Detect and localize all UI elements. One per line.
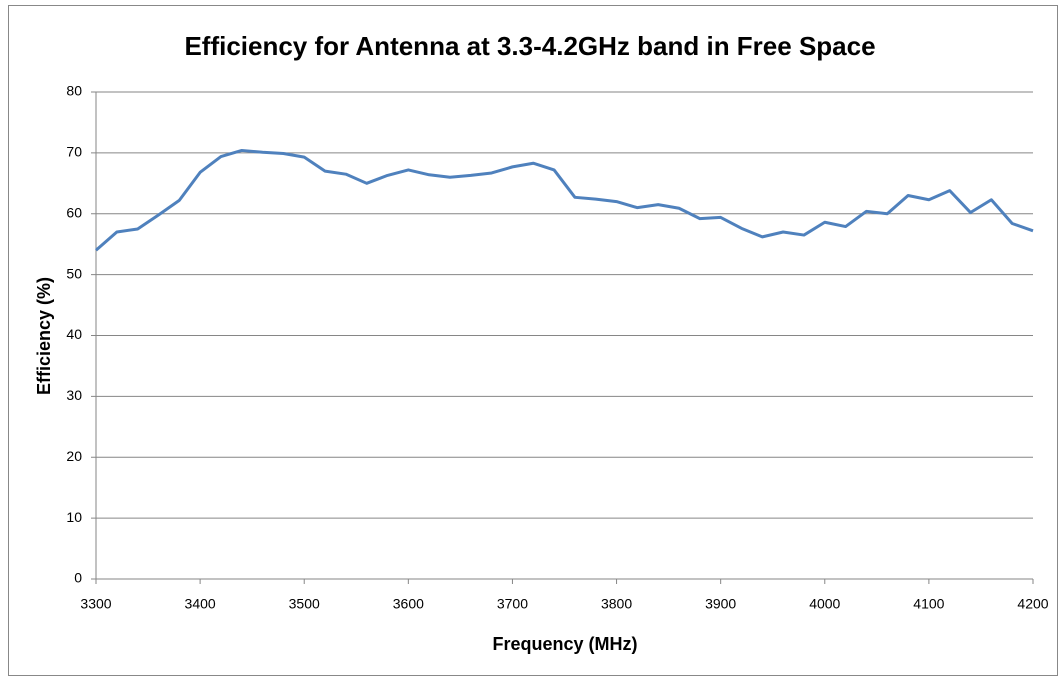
x-tick-label: 3900	[705, 596, 736, 612]
y-tick-label: 0	[74, 570, 82, 586]
chart-title: Efficiency for Antenna at 3.3-4.2GHz ban…	[184, 31, 875, 61]
x-tick-label: 3800	[601, 596, 632, 612]
x-tick-label: 4100	[913, 596, 944, 612]
x-tick-label: 3500	[289, 596, 320, 612]
x-tick-label: 3600	[393, 596, 424, 612]
y-tick-label: 40	[66, 326, 82, 342]
y-tick-label: 20	[66, 448, 82, 464]
x-axis-title: Frequency (MHz)	[492, 634, 637, 654]
y-tick-label: 10	[66, 509, 82, 525]
data-line	[95, 148, 1034, 252]
y-tick-label: 60	[66, 204, 82, 220]
x-tick-label: 4000	[809, 596, 840, 612]
chart-frame	[8, 5, 1058, 676]
y-tick-label: 30	[66, 387, 82, 403]
x-tick-label: 3700	[497, 596, 528, 612]
x-tick-label: 4200	[1017, 596, 1048, 612]
y-axis-title: Efficiency (%)	[34, 277, 54, 395]
y-tick-label: 50	[66, 265, 82, 281]
y-tick-label: 70	[66, 144, 82, 160]
y-tick-label: 80	[66, 83, 82, 99]
x-tick-label: 3300	[80, 596, 111, 612]
x-tick-label: 3400	[185, 596, 216, 612]
